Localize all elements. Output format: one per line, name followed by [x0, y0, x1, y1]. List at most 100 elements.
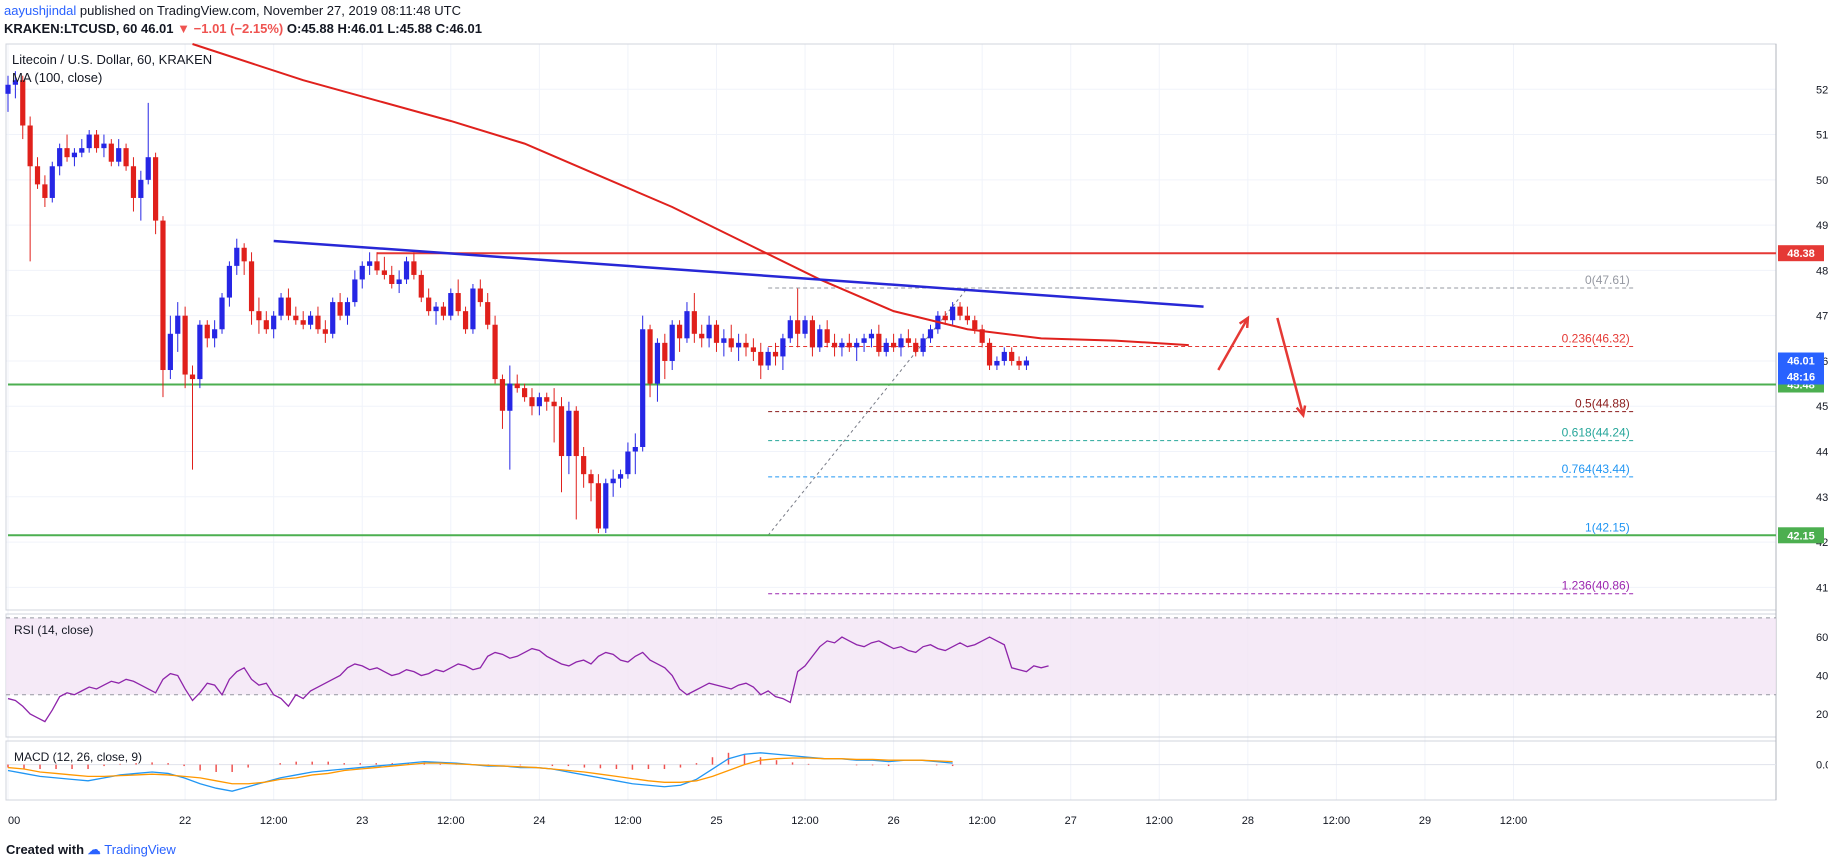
fib-level-label: 0.618(44.24) — [1562, 426, 1630, 440]
author-link[interactable]: aayushjindal — [4, 3, 77, 18]
rsi-tick-label: 40.00 — [1816, 671, 1828, 683]
candle-body — [522, 388, 528, 398]
candle-body — [743, 342, 749, 348]
pane-labels: Litecoin / U.S. Dollar, 60, KRAKEN MA (10… — [12, 52, 212, 764]
candle-body — [1016, 360, 1022, 366]
candle-body — [972, 320, 978, 330]
candle-body — [330, 302, 336, 334]
price-tick-label: 52.00 — [1816, 84, 1828, 96]
candle-body — [758, 351, 764, 366]
candle-body — [145, 157, 151, 180]
fib-levels: 0(47.61) 0.236(46.32) 0.5(44.88) 0.618(44.2… — [767, 273, 1634, 595]
candle-body — [116, 148, 122, 162]
candle-body — [632, 446, 638, 452]
candle-body — [34, 166, 41, 185]
axes: 00 22 12:00 23 12:00 24 12:00 25 12:00 26 12:00 27 1… — [8, 84, 1828, 827]
tradingview-logo-icon[interactable]: ☁ — [87, 842, 101, 857]
fib-level-label: 1.236(40.86) — [1562, 579, 1630, 593]
candle-body — [389, 274, 395, 284]
price-tick-label: 45.00 — [1816, 401, 1828, 413]
time-tick-label: 12:00 — [260, 815, 288, 827]
change-text: ▼ −1.01 (−2.15%) — [177, 21, 284, 36]
candle-body — [809, 320, 816, 348]
time-tick-label: 22 — [179, 815, 191, 827]
chart-title: Litecoin / U.S. Dollar, 60, KRAKEN — [12, 52, 212, 67]
forecast-arrow — [1276, 317, 1305, 416]
candle-body — [824, 329, 830, 343]
candle-body — [684, 311, 690, 339]
candle-body — [160, 220, 166, 371]
candle-body — [507, 383, 513, 411]
ohlc-text: O:45.88 H:46.01 L:45.88 C:46.01 — [283, 21, 482, 36]
fib-level-label: 0.5(44.88) — [1575, 397, 1630, 411]
time-tick-label: 25 — [710, 815, 722, 827]
macd-tick-label: 0.00 — [1816, 760, 1828, 772]
candle-body — [802, 320, 808, 334]
price-badge — [1778, 368, 1824, 385]
candle-body — [706, 324, 712, 339]
candle-body — [603, 483, 609, 529]
candle-body — [477, 288, 483, 303]
fib-level-label: 0(47.61) — [1585, 273, 1630, 287]
candle-body — [27, 125, 33, 167]
candle-body — [669, 324, 675, 361]
macd-frame — [5, 740, 1777, 801]
price-tick-label: 44.00 — [1816, 447, 1828, 459]
candle-body — [189, 374, 196, 380]
candle-body — [204, 324, 210, 339]
candle-body — [573, 410, 579, 457]
created-with: Created with — [6, 842, 85, 857]
candle-body — [344, 302, 351, 316]
candle-body — [278, 297, 284, 316]
candle-body — [891, 342, 897, 348]
price-tick-label: 41.00 — [1816, 582, 1828, 594]
candle-body — [256, 311, 262, 321]
candle-body — [403, 261, 410, 280]
candle-body — [654, 342, 661, 384]
candle-body — [374, 261, 380, 271]
time-tick-label: 12:00 — [437, 815, 465, 827]
time-tick-label: 12:00 — [791, 815, 819, 827]
price-badge — [1778, 352, 1824, 369]
candle-body — [581, 456, 587, 475]
candle-body — [713, 324, 720, 343]
candle-body — [12, 80, 18, 85]
rsi-tick-label: 20.00 — [1816, 709, 1828, 721]
candle-body — [691, 311, 697, 334]
time-tick-label: 28 — [1242, 815, 1254, 827]
candle-body — [765, 351, 771, 366]
candle-body — [787, 320, 793, 339]
tradingview-link[interactable]: TradingView — [104, 842, 176, 857]
overlays — [192, 43, 1307, 419]
candle-body — [610, 478, 616, 484]
candle-body — [492, 324, 498, 380]
candle-body — [986, 342, 993, 366]
fib-trendline — [767, 287, 968, 536]
rsi-pane — [6, 617, 1776, 723]
candle-body — [396, 279, 402, 284]
candle-body — [950, 306, 956, 321]
candle-body — [861, 338, 867, 343]
candle-body — [662, 342, 668, 361]
candle-body — [359, 265, 365, 280]
rsi-line — [7, 636, 1049, 723]
candle-body — [868, 333, 875, 339]
candle-body — [499, 379, 506, 411]
forecast-arrow-head — [1238, 315, 1250, 329]
candle-body — [957, 306, 963, 316]
candle-body — [322, 329, 328, 334]
candle-body — [676, 324, 683, 339]
price-tick-label: 50.00 — [1816, 175, 1828, 187]
candle-body — [625, 451, 631, 475]
candle-body — [300, 320, 306, 325]
time-tick-label: 23 — [356, 815, 368, 827]
candle-body — [551, 401, 557, 407]
candle-body — [905, 338, 911, 343]
time-tick-label: 12:00 — [968, 815, 996, 827]
candle-body — [721, 338, 727, 343]
price-tick-label: 51.00 — [1816, 130, 1828, 142]
price-tick-label: 43.00 — [1816, 492, 1828, 504]
price-badge-text: 46.01 — [1787, 356, 1815, 368]
candle-body — [307, 315, 314, 325]
